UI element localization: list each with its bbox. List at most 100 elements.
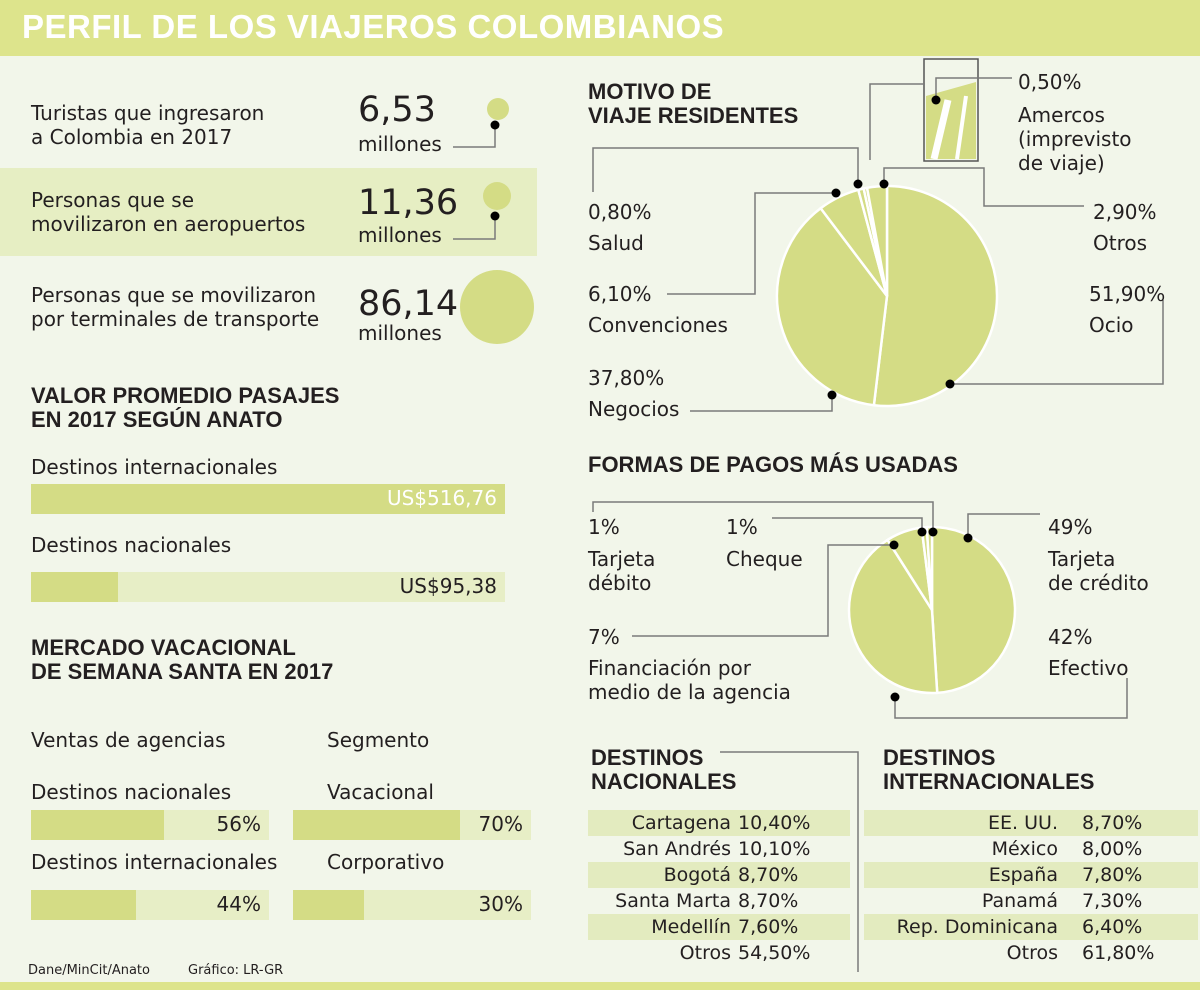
stat-1-label-line1: Turistas que ingresaron <box>31 101 265 125</box>
footer-bar <box>0 982 1200 990</box>
fare-natl-bar: US$95,38 <box>31 572 505 602</box>
pie-slice-efectivo <box>847 538 939 695</box>
stat-2-unit: millones <box>358 223 442 247</box>
destination-row: México 8,00% <box>864 836 1198 862</box>
destination-value: 7,60% <box>738 916 799 938</box>
sales-natl-value: 56% <box>216 812 261 836</box>
stat-highlight-band <box>0 168 537 256</box>
stat-2-leader <box>453 216 496 240</box>
leader-otros <box>883 167 1084 207</box>
reasons-negocios-label: Negocios <box>588 397 680 421</box>
destination-row: Rep. Dominicana 6,40% <box>864 914 1198 940</box>
leader-salud <box>592 147 859 192</box>
destination-value: 8,70% <box>738 864 799 886</box>
leader-amercos <box>935 77 1012 100</box>
stat-2-label-line1: Personas que se <box>31 188 194 212</box>
holy-week-title-line2: DE SEMANA SANTA EN 2017 <box>31 659 334 684</box>
intl-destinations-title: DESTINOS INTERNACIONALES <box>883 746 1094 794</box>
stat-1-dot <box>490 120 500 130</box>
payments-debito-label-line2: débito <box>588 571 652 595</box>
payments-credito-label-line1: Tarjeta <box>1048 547 1116 571</box>
credit-text: Gráfico: LR-GR <box>188 963 284 978</box>
dot-efectivo <box>890 692 900 702</box>
dot-cheque <box>917 527 927 537</box>
destination-name: España <box>988 864 1058 886</box>
fare-intl-label: Destinos internacionales <box>31 455 278 479</box>
sales-natl-bar: 56% <box>31 810 269 840</box>
stat-2-label: Personas que se movilizaron en aeropuert… <box>31 188 305 236</box>
payments-financiacion-label-line2: medio de la agencia <box>588 680 791 704</box>
reasons-title-line2: VIAJE RESIDENTES <box>588 103 799 128</box>
payments-debito-label: Tarjeta débito <box>588 547 655 595</box>
payments-credito-pct: 49% <box>1048 515 1093 539</box>
destination-row: España 7,80% <box>864 862 1198 888</box>
destination-value: 8,70% <box>738 890 799 912</box>
stat-1-leader <box>453 125 496 148</box>
leader-cheque <box>772 517 923 532</box>
fares-title: VALOR PROMEDIO PASAJES EN 2017 SEGÚN ANA… <box>31 384 339 432</box>
destination-value: 8,70% <box>1082 812 1143 834</box>
segment-vacation-label: Vacacional <box>327 780 434 804</box>
payments-debito-label-line1: Tarjeta <box>588 547 656 571</box>
segment-corporate-value: 30% <box>478 892 523 916</box>
dot-amercos <box>931 95 941 105</box>
fare-intl-fill <box>31 484 505 514</box>
leader-ocio <box>950 300 1164 385</box>
reasons-amercos-label-line1: Amercos <box>1018 103 1105 127</box>
reasons-pie-chart <box>592 58 1164 412</box>
sales-intl-label: Destinos internacionales <box>31 850 278 874</box>
segment-corporate-label: Corporativo <box>327 850 445 874</box>
destination-value: 7,80% <box>1082 864 1143 886</box>
reasons-salud-label: Salud <box>588 231 644 255</box>
payments-cheque-pct: 1% <box>726 515 758 539</box>
page-title: PERFIL DE LOS VIAJEROS COLOMBIANOS <box>22 8 725 45</box>
destination-row: Santa Marta 8,70% <box>588 888 850 914</box>
reasons-title-line1: MOTIVO DE <box>588 79 712 104</box>
leader-credito <box>967 513 1040 538</box>
reasons-salud-pct: 0,80% <box>588 200 652 224</box>
destination-name: Rep. Dominicana <box>896 916 1058 938</box>
payments-credito-label-line2: de crédito <box>1048 571 1149 595</box>
sales-natl-fill <box>31 810 165 840</box>
payments-financiacion-label: Financiación por medio de la agencia <box>588 656 791 704</box>
natl-title-line1: DESTINOS <box>591 745 704 770</box>
destination-name: Medellín <box>651 916 731 938</box>
stat-bubbles <box>453 98 534 344</box>
reasons-amercos-label-line2: (imprevisto <box>1018 127 1132 151</box>
intl-title-line2: INTERNACIONALES <box>883 769 1095 794</box>
reasons-convenciones-pct: 6,10% <box>588 282 652 306</box>
destination-row: Medellín 7,60% <box>588 914 850 940</box>
pie-slice-ocio <box>872 184 999 408</box>
payments-credito-label: Tarjeta de crédito <box>1048 547 1149 595</box>
fares-title-line1: VALOR PROMEDIO PASAJES <box>31 383 340 408</box>
segment-vacation-bar: 70% <box>293 810 531 840</box>
sales-intl-value: 44% <box>216 892 261 916</box>
sales-intl-fill <box>31 890 136 920</box>
destination-value: 8,00% <box>1082 838 1143 860</box>
payments-efectivo-pct: 42% <box>1048 625 1093 649</box>
fare-natl-label: Destinos nacionales <box>31 533 232 557</box>
reasons-otros-label: Otros <box>1093 231 1148 255</box>
destination-value: 54,50% <box>738 942 811 964</box>
stat-2-bubble <box>483 182 511 210</box>
destination-name: México <box>991 838 1058 860</box>
header-bar <box>0 0 1200 56</box>
leader-negocios <box>690 395 833 412</box>
stat-3-label-line2: por terminales de transporte <box>31 307 320 331</box>
destination-row: Otros 54,50% <box>588 940 850 966</box>
segment-corporate-bar: 30% <box>293 890 531 920</box>
destination-row: Panamá 7,30% <box>864 888 1198 914</box>
natl-title-line2: NACIONALES <box>591 769 737 794</box>
destination-name: EE. UU. <box>988 812 1058 834</box>
fare-natl-value: US$95,38 <box>399 574 497 598</box>
source-text: Dane/MinCit/Anato <box>28 963 150 978</box>
payments-title: FORMAS DE PAGOS MÁS USADAS <box>588 452 958 477</box>
reasons-amercos-label: Amercos (imprevisto de viaje) <box>1018 103 1132 175</box>
destination-name: Otros <box>679 942 731 964</box>
stat-1-label-line2: a Colombia en 2017 <box>31 125 233 149</box>
destination-name: Panamá <box>981 890 1058 912</box>
stat-1-label: Turistas que ingresaron a Colombia en 20… <box>31 101 264 149</box>
fares-title-line2: EN 2017 SEGÚN ANATO <box>31 407 283 432</box>
segment-heading: Segmento <box>327 728 430 752</box>
pie-slice-negocios <box>775 206 889 407</box>
